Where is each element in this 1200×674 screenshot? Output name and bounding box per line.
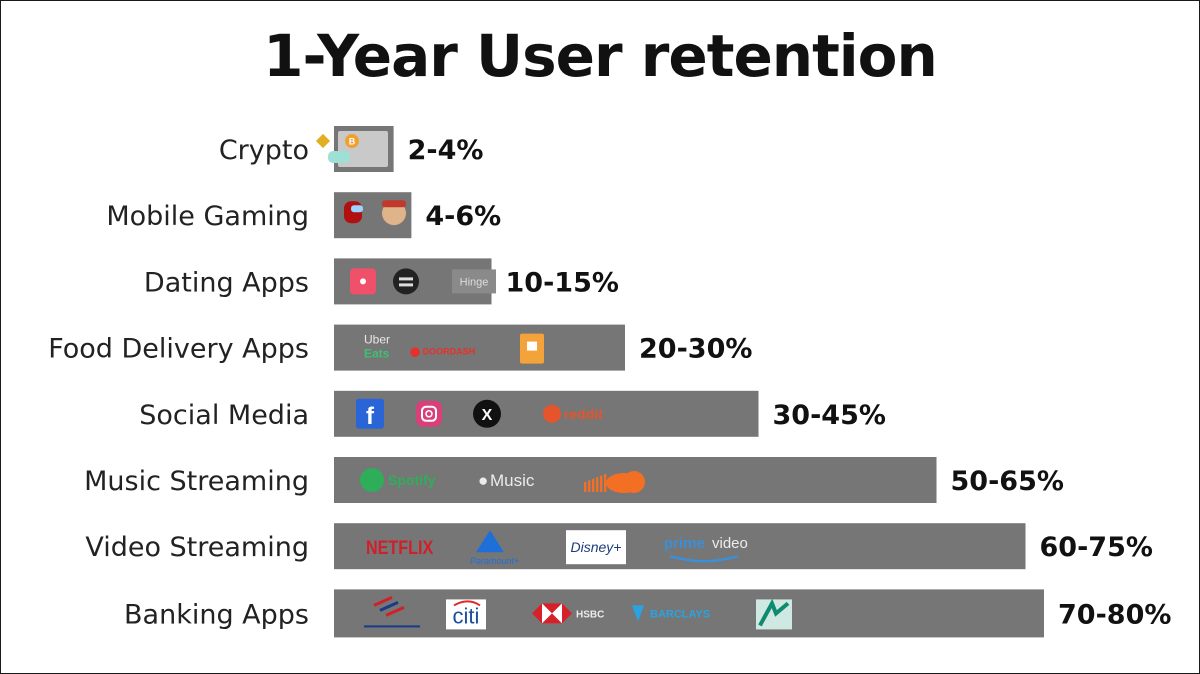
reddit-logo: reddit [543, 404, 603, 423]
svg-text:f: f [366, 403, 375, 430]
subway-surfers-logo [382, 200, 406, 226]
category-label-mobile-gaming: Mobile Gaming [106, 201, 309, 232]
value-label-banking-apps: 70-80% [1058, 599, 1171, 630]
bank-of-america-logo [364, 596, 420, 628]
logos-mobile-gaming [344, 200, 406, 226]
spotify-logo: Spotify [360, 468, 436, 492]
svg-text:citi: citi [453, 603, 480, 628]
soundcloud-logo [584, 471, 645, 493]
chart-title: 1-Year User retention [263, 22, 938, 90]
value-label-crypto: 2-4% [408, 135, 484, 166]
tinder-logo [350, 268, 376, 295]
svg-text:Uber: Uber [364, 333, 390, 347]
netflix-logo: NETFLIX [366, 537, 433, 559]
svg-text:B: B [349, 137, 356, 147]
among-us-logo [344, 201, 363, 224]
svg-text:X: X [482, 407, 493, 424]
x-logo: X [473, 399, 501, 428]
hinge-logo: Hinge [452, 269, 496, 294]
coinbase-logo [328, 151, 350, 163]
logos-dating-apps: Hinge [350, 268, 496, 295]
logos-music-streaming: Spotify ● Music [360, 468, 645, 493]
bar-food-delivery-apps [334, 324, 625, 371]
logos-video-streaming: NETFLIX Paramount+ Disney+ prime video [366, 530, 748, 566]
logos-crypto: B [315, 131, 388, 167]
bar-video-streaming [334, 523, 1026, 570]
doordash-logo: ⬤ DOORDASH [410, 347, 475, 358]
facebook-logo: f [356, 398, 384, 430]
category-label-crypto: Crypto [219, 135, 309, 166]
svg-text:Spotify: Spotify [388, 472, 436, 488]
value-label-mobile-gaming: 4-6% [425, 201, 501, 232]
hsbc-logo: HSBC [532, 603, 604, 624]
logos-banking-apps: citi HSBC BARCLAYS [364, 596, 792, 630]
disney-logo: Disney+ [566, 530, 626, 565]
svg-text:Paramount+: Paramount+ [470, 556, 519, 566]
svg-text:Eats: Eats [364, 347, 390, 361]
value-label-food-delivery-apps: 20-30% [639, 334, 752, 365]
music-logo: ● Music [478, 471, 535, 490]
value-label-dating-apps: 10-15% [506, 267, 619, 298]
category-label-banking-apps: Banking Apps [124, 599, 309, 630]
category-label-food-delivery-apps: Food Delivery Apps [48, 334, 309, 365]
value-label-social-media: 30-45% [773, 400, 886, 431]
citi-logo: citi [446, 599, 486, 630]
category-label-dating-apps: Dating Apps [144, 267, 309, 298]
value-label-music-streaming: 50-65% [951, 466, 1064, 497]
svg-text:●: ● [478, 471, 488, 490]
bitcoin-logo: B [338, 131, 388, 167]
barclays-logo: BARCLAYS [632, 605, 710, 622]
svg-text:NETFLIX: NETFLIX [366, 537, 433, 559]
binance-logo [315, 133, 331, 149]
category-label-video-streaming: Video Streaming [85, 532, 309, 563]
value-label-video-streaming: 60-75% [1040, 532, 1153, 563]
credit-agricole-logo [756, 598, 792, 630]
svg-text:BARCLAYS: BARCLAYS [650, 608, 710, 620]
svg-text:video: video [712, 535, 748, 552]
svg-text:reddit: reddit [564, 406, 603, 422]
svg-text:HSBC: HSBC [576, 609, 604, 620]
svg-text:Disney+: Disney+ [571, 539, 622, 555]
svg-text:⬤ DOORDASH: ⬤ DOORDASH [410, 347, 475, 358]
category-label-music-streaming: Music Streaming [84, 466, 309, 497]
grubhub-logo [520, 333, 544, 364]
instagram-logo [416, 400, 442, 427]
svg-text:Hinge: Hinge [460, 276, 489, 288]
prime-video-logo: prime video [664, 535, 748, 563]
paramount-logo: Paramount+ [470, 530, 519, 566]
svg-text:prime: prime [664, 535, 705, 552]
svg-text:Music: Music [490, 471, 535, 490]
category-label-social-media: Social Media [139, 400, 309, 431]
bumble-logo [393, 268, 419, 295]
